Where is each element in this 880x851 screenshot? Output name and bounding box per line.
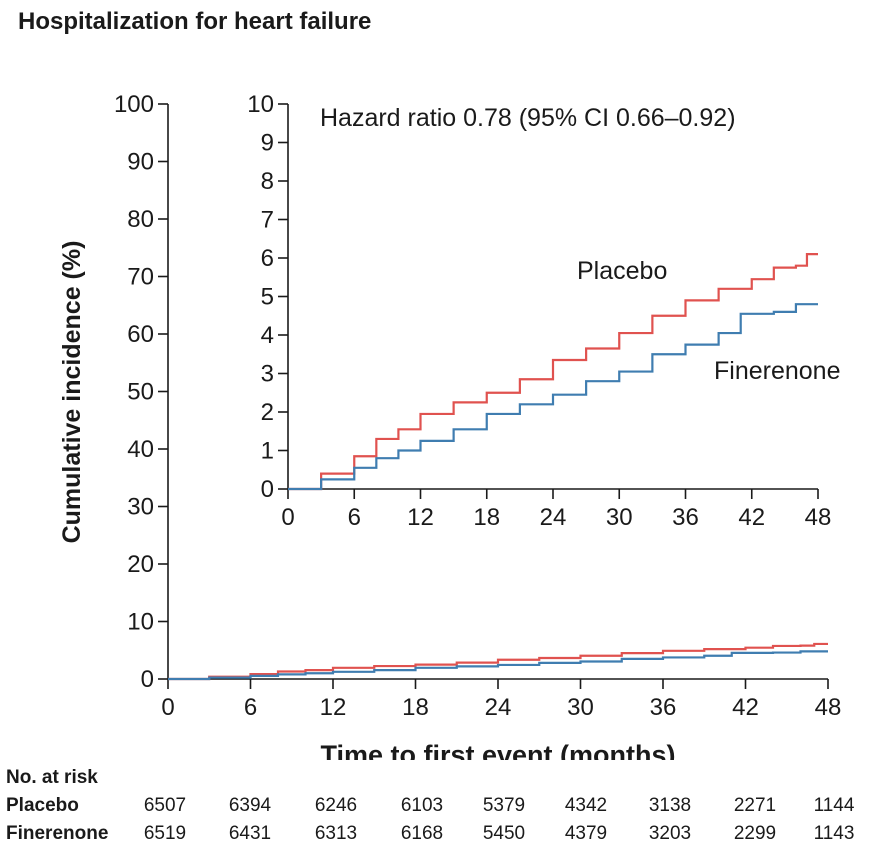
x-tick-label: 36 xyxy=(650,694,677,721)
risk-value: 4379 xyxy=(564,823,608,844)
y-axis-label: Cumulative incidence (%) xyxy=(58,241,86,544)
x-tick-label: 24 xyxy=(540,504,567,531)
risk-value: 2271 xyxy=(733,795,777,816)
y-tick-label: 7 xyxy=(261,207,274,234)
y-tick-label: 10 xyxy=(247,91,274,118)
risk-value: 3138 xyxy=(648,795,692,816)
x-tick-label: 24 xyxy=(485,694,512,721)
risk-value: 4342 xyxy=(564,795,608,816)
chart-title: Hospitalization for heart failure xyxy=(18,8,372,35)
x-tick-label: 6 xyxy=(244,694,257,721)
x-tick-label: 36 xyxy=(672,504,699,531)
curve-finerenone xyxy=(288,303,818,491)
curve-placebo xyxy=(288,253,818,491)
risk-value: 6394 xyxy=(228,795,272,816)
y-tick-label: 50 xyxy=(127,379,154,406)
risk-value: 6313 xyxy=(314,823,358,844)
risk-value: 1143 xyxy=(813,823,855,844)
y-tick-label: 8 xyxy=(261,168,274,195)
x-tick-label: 0 xyxy=(161,694,174,721)
y-tick-label: 1 xyxy=(261,438,274,465)
y-tick-label: 20 xyxy=(127,551,154,578)
risk-value: 6519 xyxy=(143,823,187,844)
y-tick-label: 60 xyxy=(127,321,154,348)
x-tick-label: 42 xyxy=(738,504,765,531)
y-tick-label: 90 xyxy=(127,149,154,176)
risk-value: 2299 xyxy=(733,823,777,844)
risk-row-placebo: Placebo 6507 6394 6246 6103 5379 4342 31… xyxy=(6,792,866,820)
x-tick-label: 48 xyxy=(805,504,832,531)
y-tick-label: 4 xyxy=(261,322,274,349)
risk-row-name: Finerenone xyxy=(6,823,109,844)
y-tick-label: 6 xyxy=(261,245,274,272)
y-tick-label: 0 xyxy=(261,476,274,503)
x-tick-label: 30 xyxy=(567,694,594,721)
main-curves xyxy=(168,642,828,681)
inset-curves xyxy=(288,253,818,491)
hazard-ratio-annotation: Hazard ratio 0.78 (95% CI 0.66–0.92) xyxy=(320,104,736,132)
y-tick-label: 9 xyxy=(261,130,274,157)
risk-value: 5379 xyxy=(482,795,526,816)
risk-value: 6168 xyxy=(400,823,444,844)
risk-value: 6431 xyxy=(228,823,272,844)
y-tick-label: 40 xyxy=(127,436,154,463)
x-tick-label: 12 xyxy=(407,504,434,531)
y-tick-label: 100 xyxy=(114,91,154,118)
x-tick-label: 18 xyxy=(402,694,429,721)
risk-row-finerenone: Finerenone 6519 6431 6313 6168 5450 4379… xyxy=(6,820,866,848)
curve-placebo xyxy=(168,642,828,681)
risk-value: 3203 xyxy=(648,823,692,844)
placebo-curve-label: Placebo xyxy=(577,257,667,285)
y-tick-label: 2 xyxy=(261,399,274,426)
risk-value: 6507 xyxy=(143,795,187,816)
risk-row-name: Placebo xyxy=(6,795,79,816)
x-tick-label: 48 xyxy=(815,694,842,721)
y-tick-label: 10 xyxy=(127,609,154,636)
risk-value: 6246 xyxy=(314,795,358,816)
x-tick-label: 30 xyxy=(606,504,633,531)
risk-table-title: No. at risk xyxy=(6,767,98,788)
finerenone-curve-label: Finerenone xyxy=(714,357,840,385)
x-tick-label: 0 xyxy=(281,504,294,531)
y-tick-label: 3 xyxy=(261,361,274,388)
risk-value: 6103 xyxy=(400,795,444,816)
y-tick-label: 5 xyxy=(261,284,274,311)
x-tick-label: 18 xyxy=(473,504,500,531)
y-tick-label: 80 xyxy=(127,206,154,233)
number-at-risk-table: No. at risk Placebo 6507 6394 6246 6103 … xyxy=(6,764,866,848)
risk-value: 1144 xyxy=(813,795,855,816)
x-tick-label: 6 xyxy=(348,504,361,531)
x-tick-label: 12 xyxy=(320,694,347,721)
y-tick-label: 30 xyxy=(127,494,154,521)
curve-finerenone xyxy=(168,650,828,681)
x-tick-label: 42 xyxy=(732,694,759,721)
y-tick-label: 0 xyxy=(141,666,154,693)
risk-value: 5450 xyxy=(482,823,526,844)
x-axis-label: Time to first event (months) xyxy=(320,740,675,760)
y-tick-label: 70 xyxy=(127,264,154,291)
